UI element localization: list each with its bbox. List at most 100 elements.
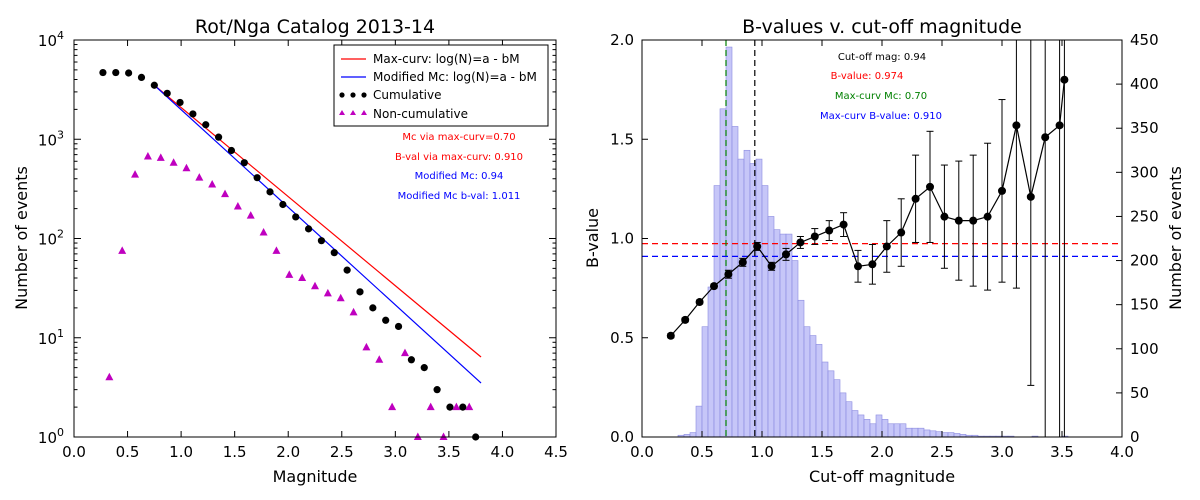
b-value-point	[767, 262, 776, 271]
non-cumulative-point	[221, 189, 230, 198]
non-cumulative-point	[400, 348, 409, 357]
x-tick-label: 4.5	[544, 443, 568, 461]
annotation-b-value: B-value: 0.974	[831, 71, 904, 82]
non-cumulative-point	[272, 246, 281, 254]
histogram-bar	[935, 431, 943, 438]
non-cumulative-point	[298, 273, 307, 281]
histogram-bar	[689, 432, 697, 438]
histogram-bar	[821, 361, 829, 438]
legend-label-modified-mc: Modified Mc: log(N)=a - bM	[373, 70, 537, 84]
b-value-point	[724, 270, 733, 279]
cumulative-point	[420, 364, 428, 372]
non-cumulative-point	[426, 402, 435, 411]
cumulative-point	[176, 98, 184, 107]
x-tick-label: 0.5	[690, 443, 714, 461]
left-x-axis-label: Magnitude	[273, 467, 358, 486]
x-tick-label: 3.5	[1050, 443, 1074, 461]
histogram-bar	[869, 423, 877, 438]
cumulative-point	[394, 322, 403, 331]
b-value-point	[882, 242, 891, 251]
right-x-axis-label: Cut-off magnitude	[809, 467, 955, 486]
b-value-point	[969, 216, 978, 225]
left-y-axis-label: Number of events	[12, 166, 31, 310]
b-value-point	[983, 212, 992, 221]
histogram-bar	[797, 299, 805, 438]
y-tick-label: 2.0	[610, 31, 634, 49]
histogram-bar	[755, 158, 763, 438]
non-cumulative-point	[465, 402, 474, 411]
b-value-point	[1041, 133, 1050, 142]
x-tick-label: 4.0	[1110, 443, 1134, 461]
histogram-bar	[857, 414, 865, 438]
x-tick-label: 4.0	[491, 443, 515, 461]
x-tick-label: 3.0	[990, 443, 1014, 461]
cumulative-point	[215, 133, 223, 141]
non-cumulative-point	[375, 355, 384, 363]
annotation-modified-mc: Modified Mc: 0.94	[415, 171, 504, 182]
histogram-bar	[737, 158, 745, 438]
cumulative-point	[112, 68, 120, 77]
b-value-point	[911, 194, 920, 203]
b-value-point	[854, 262, 862, 271]
b-value-point	[753, 242, 762, 251]
non-cumulative-point	[349, 307, 358, 316]
b-value-point	[695, 298, 704, 307]
cumulative-point	[266, 188, 274, 196]
x-tick-label: 2.0	[276, 443, 300, 461]
histogram-bar	[785, 233, 793, 438]
cumulative-point	[227, 146, 236, 155]
cumulative-point	[304, 225, 313, 233]
non-cumulative-point	[259, 227, 268, 236]
y-tick-label: 1.0	[610, 230, 634, 248]
histogram-bar	[827, 370, 835, 438]
cumulative-point	[382, 316, 390, 324]
y-tick-label: 1.5	[610, 130, 634, 148]
b-value-point	[710, 282, 718, 291]
y2-tick-label: 250	[1130, 207, 1159, 225]
b-value-point	[666, 331, 675, 340]
x-tick-label: 1.0	[169, 443, 193, 461]
non-cumulative-point	[362, 342, 371, 351]
non-cumulative-point	[336, 293, 345, 302]
y2-tick-label: 450	[1130, 31, 1159, 49]
histogram-bar	[947, 432, 955, 438]
histogram-bar	[767, 216, 775, 438]
x-tick-label: 1.5	[810, 443, 834, 461]
fit-line-modified-mc	[153, 84, 482, 384]
b-value-point	[810, 232, 819, 241]
cumulative-point	[125, 69, 133, 77]
y-tick-label: 101	[38, 327, 64, 348]
x-tick-label: 1.5	[223, 443, 247, 461]
x-tick-label: 0.5	[116, 443, 140, 461]
annotation-bval-max-curv: B-val via max-curv: 0.910	[395, 152, 523, 163]
histogram-bar	[863, 419, 871, 438]
x-tick-label: 3.5	[437, 443, 461, 461]
cumulative-point	[240, 159, 248, 167]
right-chart: B-values v. cut-off magnitude 0.0 0.5 1.0 1…	[583, 16, 1185, 486]
histogram-bar	[881, 419, 889, 438]
b-value-point	[998, 186, 1006, 195]
legend-label-non-cumulative: Non-cumulative	[373, 107, 468, 121]
b-value-point	[681, 315, 690, 324]
y2-tick-label: 300	[1130, 163, 1159, 181]
b-value-point	[1060, 75, 1069, 84]
non-cumulative-point	[311, 281, 319, 290]
cumulative-point	[253, 174, 261, 182]
histogram-bar	[893, 423, 901, 438]
legend-swatch-non-cumulative	[339, 110, 367, 115]
histogram-bar	[899, 423, 907, 438]
non-cumulative-point	[195, 173, 204, 181]
cumulative-point	[279, 200, 287, 209]
b-value-point	[796, 238, 805, 247]
left-plot-content	[99, 68, 482, 441]
right-axis-ticks: 0.0 0.5 1.0 1.5 2.0 2.5 3.0 3.5 4.0 0.0 0.5 1.0 1.5 2…	[610, 31, 1159, 461]
histogram-bar	[887, 423, 895, 438]
histogram-bar	[875, 414, 883, 438]
x-tick-label: 3.0	[383, 443, 407, 461]
y-tick-label: 104	[38, 29, 64, 50]
b-value-point	[954, 216, 963, 225]
non-cumulative-point	[413, 432, 422, 440]
x-tick-label: 2.5	[330, 443, 354, 461]
cumulative-point	[137, 73, 146, 81]
